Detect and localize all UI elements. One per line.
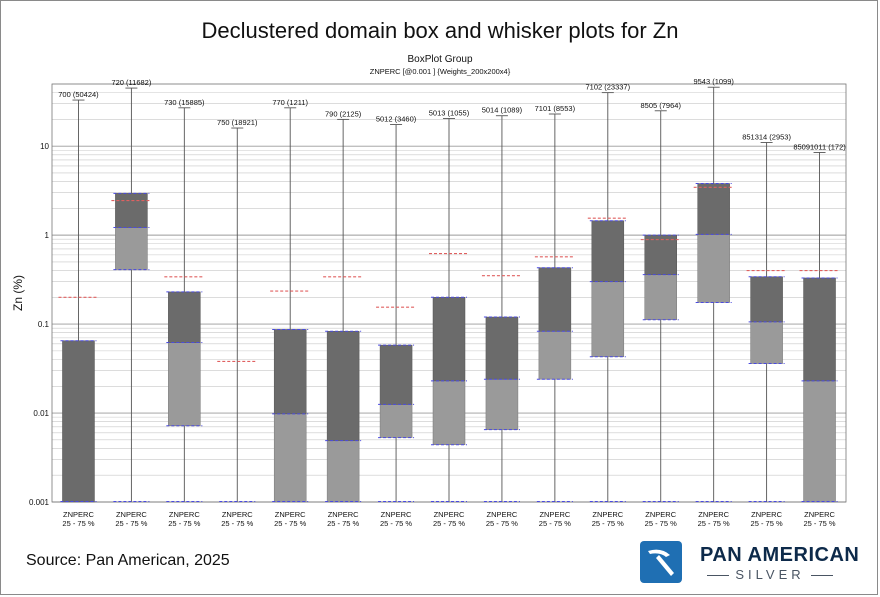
x-tick-sublabel: 25 - 75 % (592, 519, 624, 528)
x-tick-label: ZNPERC (169, 510, 200, 519)
x-tick-label: ZNPERC (698, 510, 729, 519)
x-tick-label: ZNPERC (751, 510, 782, 519)
box-label: 790 (2125) (325, 109, 362, 118)
box-label: 5012 (3460) (376, 115, 417, 124)
lower-quartile-box (379, 404, 413, 438)
box-label: 5014 (1089) (482, 106, 523, 115)
x-tick-sublabel: 25 - 75 % (751, 519, 783, 528)
y-tick-label: 0.001 (29, 498, 50, 507)
x-tick-label: ZNPERC (63, 510, 94, 519)
page-title: Declustered domain box and whisker plots… (201, 18, 679, 43)
x-tick-sublabel: 25 - 75 % (486, 519, 518, 528)
box-label: 750 (18921) (217, 118, 258, 127)
x-tick-sublabel: 25 - 75 % (221, 519, 253, 528)
x-tick-sublabel: 25 - 75 % (115, 519, 147, 528)
x-tick-sublabel: 25 - 75 % (803, 519, 835, 528)
x-tick-label: ZNPERC (328, 510, 359, 519)
upper-quartile-box (485, 316, 519, 380)
y-axis-label: Zn (%) (11, 275, 25, 311)
box-label: 700 (50424) (58, 90, 99, 99)
box-label: 9543 (1099) (693, 77, 734, 86)
y-tick-label: 10 (40, 142, 49, 151)
lower-quartile-box (644, 274, 677, 320)
lower-quartile-box (485, 378, 519, 430)
chart-title: BoxPlot Group (407, 54, 472, 65)
x-tick-sublabel: 25 - 75 % (380, 519, 412, 528)
upper-quartile-box (432, 297, 466, 382)
x-tick-sublabel: 25 - 75 % (433, 519, 465, 528)
box-label: 770 (1211) (272, 98, 308, 107)
x-tick-label: ZNPERC (487, 510, 518, 519)
x-tick-label: ZNPERC (222, 510, 253, 519)
box-label: 720 (11682) (111, 78, 151, 87)
lower-quartile-box (803, 380, 836, 503)
upper-quartile-box (591, 220, 625, 282)
box-label: 851314 (2953) (742, 132, 791, 141)
box-label: 7102 (23337) (585, 83, 630, 92)
y-tick-label: 0.1 (38, 320, 50, 329)
upper-quartile-box (644, 234, 677, 275)
lower-quartile-box (326, 440, 360, 503)
x-tick-sublabel: 25 - 75 % (645, 519, 677, 528)
upper-quartile-box (273, 329, 307, 415)
upper-quartile-box (538, 267, 572, 332)
lower-quartile-box (115, 227, 148, 270)
lower-quartile-box (273, 413, 307, 503)
x-tick-label: ZNPERC (381, 510, 412, 519)
logo-name: PAN AMERICAN (700, 544, 860, 566)
x-tick-label: ZNPERC (592, 510, 623, 519)
chart-subtitle: ZNPERC [@0.001 ] {Weights_200x200x4} (370, 67, 511, 76)
upper-quartile-box (326, 331, 360, 441)
lower-quartile-box (168, 342, 201, 426)
x-tick-label: ZNPERC (116, 510, 147, 519)
y-tick-label: 0.01 (33, 409, 49, 418)
x-tick-label: ZNPERC (645, 510, 676, 519)
x-tick-sublabel: 25 - 75 % (168, 519, 200, 528)
lower-quartile-box (697, 234, 730, 303)
x-tick-label: ZNPERC (539, 510, 570, 519)
x-tick-label: ZNPERC (804, 510, 835, 519)
upper-quartile-box (115, 193, 148, 228)
upper-quartile-box (697, 183, 730, 235)
box-label: 5013 (1055) (429, 108, 470, 117)
logo-sub-text: SILVER (735, 567, 805, 582)
lower-quartile-box (538, 331, 572, 380)
pan-american-logo: PAN AMERICAN SILVER (640, 541, 860, 587)
x-tick-label: ZNPERC (434, 510, 465, 519)
upper-quartile-box (168, 291, 201, 343)
upper-quartile-box (62, 340, 95, 503)
lower-quartile-box (591, 281, 625, 357)
box-label: 85091011 (172) (793, 142, 846, 151)
x-tick-label: ZNPERC (275, 510, 306, 519)
lower-quartile-box (432, 380, 466, 446)
source-note: Source: Pan American, 2025 (26, 552, 230, 569)
upper-quartile-box (750, 276, 783, 323)
box-label: 730 (15885) (164, 98, 205, 107)
box-label: 8505 (7964) (641, 101, 682, 110)
x-tick-sublabel: 25 - 75 % (62, 519, 94, 528)
boxplot-chart: BoxPlot Group ZNPERC [@0.001 ] {Weights_2… (11, 54, 847, 528)
x-tick-sublabel: 25 - 75 % (327, 519, 359, 528)
box-label: 7101 (8553) (535, 104, 576, 113)
lower-quartile-box (750, 321, 783, 364)
logo-subtitle: SILVER (700, 567, 840, 582)
y-tick-label: 1 (45, 231, 50, 240)
x-tick-sublabel: 25 - 75 % (698, 519, 730, 528)
upper-quartile-box (379, 344, 413, 405)
upper-quartile-box (803, 277, 836, 382)
x-tick-sublabel: 25 - 75 % (539, 519, 571, 528)
pickaxe-logo-icon (640, 541, 682, 583)
x-tick-sublabel: 25 - 75 % (274, 519, 306, 528)
